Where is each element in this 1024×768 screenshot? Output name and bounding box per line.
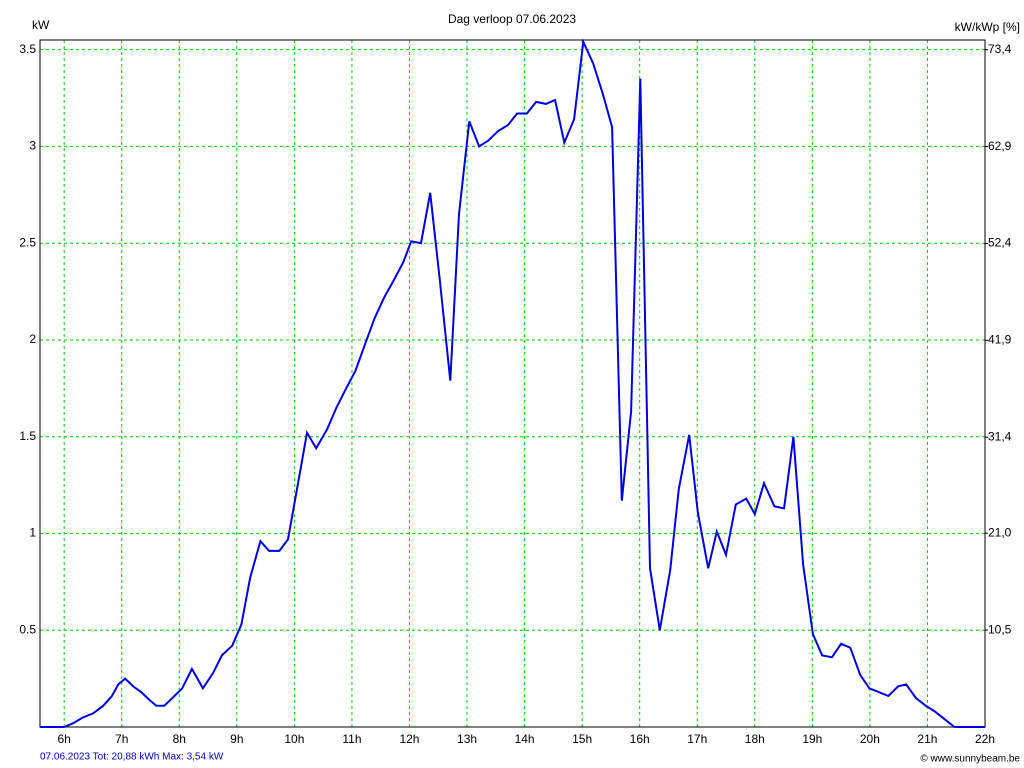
x-tick-label: 7h: [115, 732, 128, 746]
y2-tick-label: 31,4: [988, 429, 1012, 443]
x-tick-label: 6h: [57, 732, 70, 746]
line-series: [40, 38, 985, 728]
x-tick-label: 11h: [342, 732, 361, 746]
y-tick-label: 3: [29, 139, 36, 153]
x-tick-label: 22h: [975, 732, 995, 746]
x-tick-label: 21h: [917, 732, 937, 746]
x-tick-label: 20h: [860, 732, 880, 746]
y2-axis-label: kW/kWp [%]: [955, 20, 1020, 34]
y-axis-label: kW: [32, 18, 50, 32]
y2-tick-label: 41,9: [988, 333, 1012, 347]
copyright: © www.sunnybeam.be: [920, 754, 1020, 765]
y-tick-label: 2: [29, 332, 36, 346]
y-tick-label: 1.5: [19, 429, 36, 443]
x-tick-label: 19h: [802, 732, 822, 746]
x-tick-label: 8h: [173, 732, 186, 746]
x-tick-label: 16h: [630, 732, 650, 746]
y2-tick-label: 52,4: [988, 236, 1012, 250]
x-tick-label: 10h: [284, 732, 304, 746]
x-tick-label: 15h: [572, 732, 592, 746]
chart-title: Dag verloop 07.06.2023: [448, 12, 576, 26]
plot-frame: [39, 39, 986, 728]
y2-tick-label: 73,4: [988, 42, 1012, 56]
y-tick-label: 0.5: [19, 622, 36, 636]
x-tick-label: 18h: [745, 732, 765, 746]
y2-tick-label: 10,5: [988, 622, 1012, 636]
y2-tick-label: 62,9: [988, 139, 1012, 153]
footer: 07.06.2023 Tot: 20,88 kWh Max: 3,54 kW: [40, 752, 224, 763]
x-tick-label: 9h: [230, 732, 243, 746]
x-tick-label: 17h: [687, 732, 707, 746]
y-tick-label: 1: [29, 526, 36, 540]
y-tick-label: 3.5: [19, 42, 36, 56]
x-tick-label: 12h: [399, 732, 419, 746]
x-tick-label: 13h: [457, 732, 477, 746]
y-tick-label: 2.5: [19, 235, 36, 249]
y2-tick-label: 21,0: [988, 525, 1012, 539]
x-tick-label: 14h: [515, 732, 535, 746]
